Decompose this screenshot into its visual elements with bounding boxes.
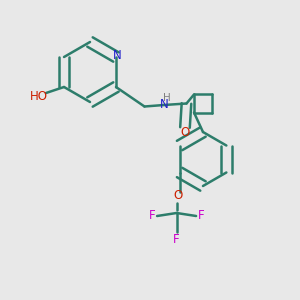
Text: O: O — [174, 189, 183, 203]
Text: H: H — [163, 93, 171, 103]
Text: F: F — [198, 209, 205, 223]
Text: HO: HO — [29, 89, 47, 103]
Text: N: N — [160, 98, 168, 112]
Text: F: F — [148, 209, 155, 223]
Text: N: N — [113, 49, 122, 62]
Text: O: O — [180, 126, 190, 140]
Text: F: F — [173, 232, 180, 246]
